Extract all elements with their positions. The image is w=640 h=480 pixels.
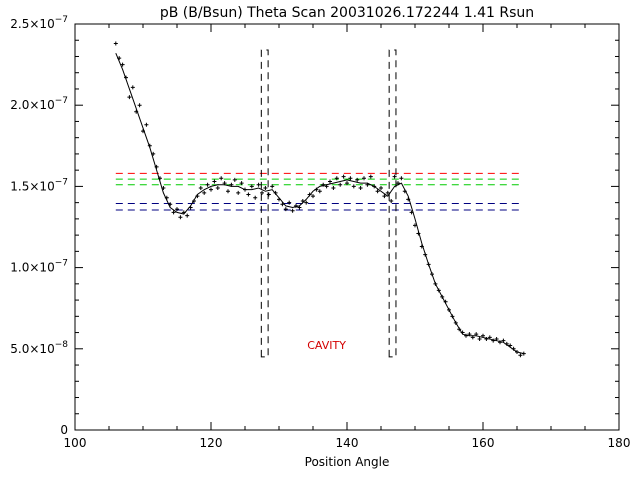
data-point	[130, 85, 135, 90]
data-point	[328, 179, 332, 184]
x-tick-label: 100	[64, 436, 87, 450]
data-point	[215, 186, 220, 191]
data-point	[368, 174, 373, 179]
smooth-curve	[115, 53, 524, 355]
data-point	[392, 174, 397, 179]
data-point	[334, 176, 339, 181]
y-tick-mantissa: 1.0×10	[10, 261, 54, 275]
data-point	[209, 187, 213, 192]
y-tick-exponent: −8	[55, 340, 69, 350]
data-point	[246, 192, 251, 197]
data-point	[232, 177, 237, 182]
cavity-bounds	[260, 49, 397, 358]
data-point	[212, 179, 217, 184]
y-tick-label: 2.5×10−7	[10, 15, 68, 31]
y-tick-exponent: −7	[55, 259, 68, 269]
data-point	[389, 199, 394, 204]
x-tick-label: 180	[608, 436, 631, 450]
x-axis-label: Position Angle	[305, 455, 390, 469]
data-point	[317, 189, 322, 194]
plot-border	[74, 23, 620, 431]
data-point	[202, 190, 207, 195]
data-point	[239, 181, 244, 186]
data-point	[280, 202, 285, 207]
data-point	[379, 186, 383, 191]
data-point	[253, 195, 258, 200]
data-point	[385, 190, 390, 195]
y-tick-mantissa: 2.0×10	[10, 98, 54, 112]
data-point	[144, 122, 149, 127]
data-point	[311, 194, 315, 199]
cavity-annotation: CAVITY	[307, 339, 346, 352]
data-points	[113, 41, 526, 358]
data-point	[127, 95, 132, 100]
data-point	[331, 186, 336, 191]
data-point	[375, 189, 380, 194]
axes: 100 120 140 160 18005.0×10−81.0×10−71.5×10−7…	[10, 15, 630, 450]
y-tick-mantissa: 2.5×10	[10, 17, 54, 31]
data-point	[178, 215, 183, 220]
data-point	[266, 192, 271, 197]
chart-title: pB (B/Bsun) Theta Scan 20031026.172244 1…	[160, 5, 534, 21]
data-point	[351, 184, 356, 189]
data-point	[260, 190, 264, 195]
y-tick-label: 0	[60, 423, 68, 437]
data-point	[249, 184, 254, 189]
y-tick-label: 5.0×10−8	[10, 340, 68, 356]
data-point	[175, 207, 179, 212]
data-point	[338, 182, 343, 187]
data-point	[263, 186, 268, 191]
data-point	[362, 176, 366, 181]
data-point	[236, 190, 241, 195]
data-point	[113, 41, 118, 46]
smooth-curve-line	[115, 53, 524, 355]
y-tick-label: 1.0×10−7	[10, 259, 68, 275]
data-point	[518, 353, 523, 358]
data-point	[341, 174, 346, 179]
data-point	[283, 207, 288, 212]
data-point	[198, 186, 203, 191]
data-point	[382, 194, 387, 199]
data-point	[399, 176, 404, 181]
y-tick-mantissa: 5.0×10	[10, 342, 54, 356]
y-tick-mantissa: 0	[60, 423, 68, 437]
data-point	[120, 62, 125, 67]
data-point	[171, 210, 176, 215]
data-point	[205, 182, 210, 187]
data-point	[219, 176, 224, 181]
y-tick-exponent: −7	[55, 96, 68, 106]
y-tick-label: 1.5×10−7	[10, 177, 68, 193]
plot-frame	[74, 23, 620, 431]
data-point	[185, 213, 190, 218]
x-tick-label: 120	[200, 436, 223, 450]
data-point	[304, 200, 309, 205]
data-point	[477, 337, 482, 342]
cavity-bound-box	[260, 49, 269, 358]
data-point	[226, 189, 230, 194]
data-point	[345, 181, 349, 186]
x-tick-label: 140	[336, 436, 359, 450]
y-tick-exponent: −7	[55, 177, 68, 187]
y-tick-label: 2.0×10−7	[10, 96, 68, 112]
cavity-bound-box	[388, 49, 397, 358]
y-tick-exponent: −7	[55, 15, 68, 25]
data-point	[137, 103, 142, 108]
data-point	[270, 184, 275, 189]
threshold-lines	[115, 172, 524, 211]
data-point	[256, 182, 261, 187]
y-tick-mantissa: 1.5×10	[10, 179, 54, 193]
x-tick-label: 160	[472, 436, 495, 450]
data-point	[358, 186, 363, 191]
data-point	[287, 200, 292, 205]
data-point	[348, 176, 353, 181]
data-point	[355, 177, 360, 182]
data-point	[290, 208, 295, 213]
